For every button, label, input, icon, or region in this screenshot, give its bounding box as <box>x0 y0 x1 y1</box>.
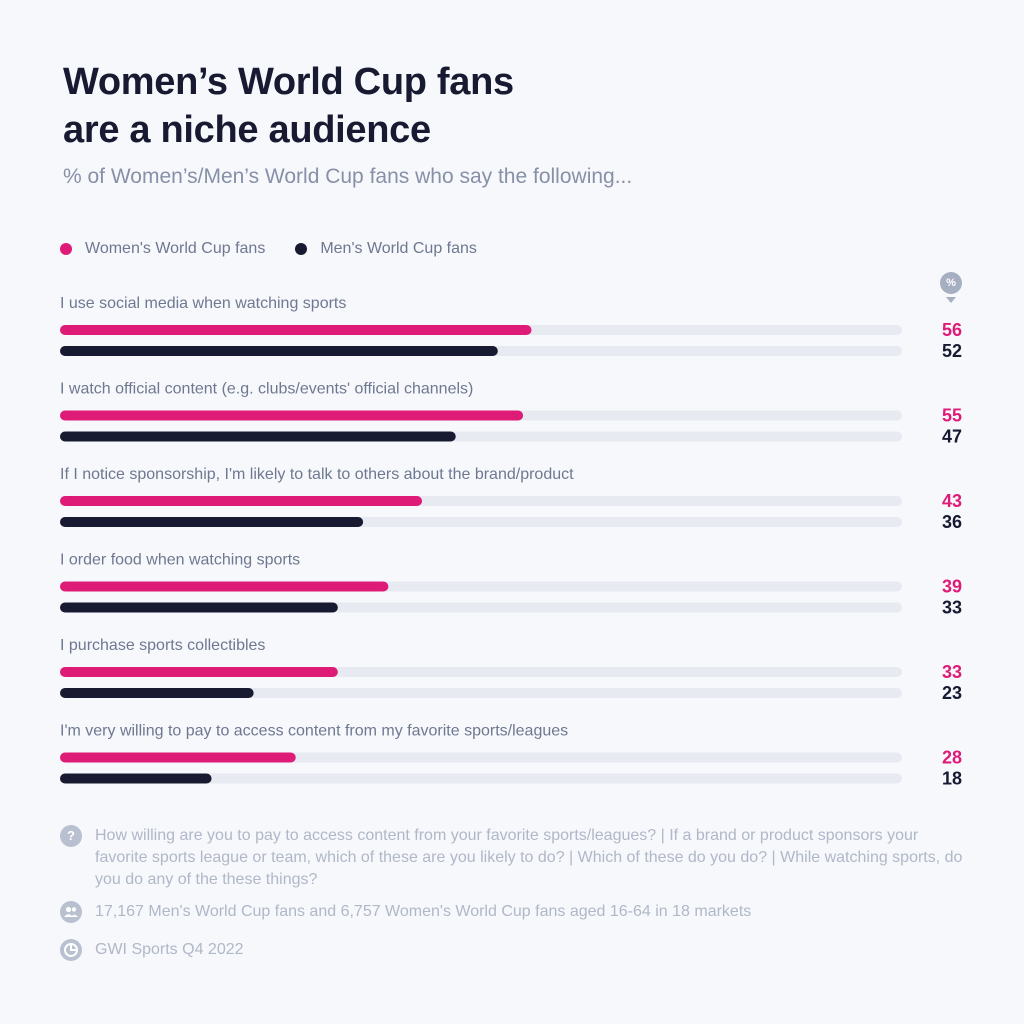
category-label: I purchase sports collectibles <box>60 637 265 654</box>
footnote-source: GWI Sports Q4 2022 <box>60 939 965 961</box>
bar-men <box>60 517 364 527</box>
question-icon: ? <box>60 825 82 847</box>
legend-label-women: Women's World Cup fans <box>85 240 266 257</box>
value-label-women: 33 <box>942 662 962 682</box>
value-label-women: 28 <box>942 748 962 768</box>
legend-item-men: Men's World Cup fans <box>295 240 477 258</box>
value-label-women: 55 <box>942 406 962 426</box>
value-label-men: 52 <box>942 341 962 361</box>
legend-label-men: Men's World Cup fans <box>320 240 477 257</box>
legend-dot-women <box>60 243 72 255</box>
percent-badge-pointer-icon <box>946 297 956 303</box>
category-label: I order food when watching sports <box>60 552 300 569</box>
legend-item-women: Women's World Cup fans <box>60 240 265 258</box>
bar-women <box>60 410 524 421</box>
category-label: I use social media when watching sports <box>60 295 346 312</box>
bar-track <box>60 773 902 784</box>
bar-men <box>60 346 498 356</box>
value-label-men: 23 <box>942 683 962 703</box>
source-icon <box>60 939 82 961</box>
bar-women <box>60 581 389 592</box>
footnote-sample-text: 17,167 Men's World Cup fans and 6,757 Wo… <box>95 903 752 920</box>
bar-men <box>60 431 456 442</box>
bar-men <box>60 773 212 784</box>
category-label: I watch official content (e.g. clubs/eve… <box>60 381 473 398</box>
value-label-women: 39 <box>942 577 962 597</box>
chart-title-line-1: Women’s World Cup fans <box>63 61 514 103</box>
people-icon <box>60 901 82 923</box>
footnote-source-text: GWI Sports Q4 2022 <box>95 941 244 958</box>
legend-dot-men <box>295 243 308 255</box>
chart-title: Women’s World Cup fans are a niche audie… <box>63 58 763 154</box>
footnote-question: ? How willing are you to pay to access c… <box>60 825 965 891</box>
category-label: I'm very willing to pay to access conten… <box>60 723 568 740</box>
bar-women <box>60 752 296 763</box>
bar-track <box>60 688 902 698</box>
percent-unit-badge: % <box>940 272 962 294</box>
bar-men <box>60 602 338 613</box>
bar-chart: I use social media when watching sports 5… <box>60 295 962 789</box>
value-label-men: 18 <box>942 769 962 789</box>
category-label: If I notice sponsorship, I'm likely to t… <box>60 466 574 483</box>
chart-title-line-2: are a niche audience <box>63 109 431 151</box>
value-label-women: 43 <box>942 491 962 511</box>
bar-women <box>60 496 423 506</box>
value-label-men: 33 <box>942 598 962 618</box>
bar-women <box>60 667 338 677</box>
bar-women <box>60 325 532 335</box>
footnote-question-text: How willing are you to pay to access con… <box>95 827 963 888</box>
footnote-sample: 17,167 Men's World Cup fans and 6,757 Wo… <box>60 901 965 923</box>
legend: Women's World Cup fans Men's World Cup f… <box>60 240 507 258</box>
bar-men <box>60 688 254 698</box>
value-label-men: 36 <box>942 512 962 532</box>
value-label-women: 56 <box>942 320 962 340</box>
chart-subtitle: % of Women’s/Men’s World Cup fans who sa… <box>63 165 633 188</box>
value-label-men: 47 <box>942 427 962 447</box>
